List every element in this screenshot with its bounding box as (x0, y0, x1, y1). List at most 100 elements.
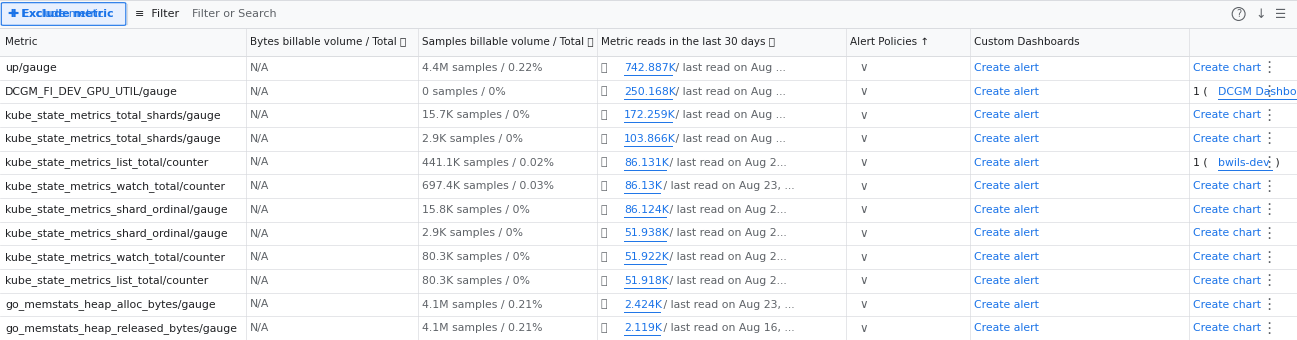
Text: 250.168K: 250.168K (624, 86, 676, 97)
Bar (0, 316, 1297, 340)
Text: / last read on Aug 2...: / last read on Aug 2... (667, 157, 787, 168)
Text: Create alert: Create alert (974, 134, 1039, 144)
Text: Bytes billable volume / Total ⓘ: Bytes billable volume / Total ⓘ (250, 37, 406, 47)
Text: / last read on Aug 2...: / last read on Aug 2... (667, 205, 787, 215)
Text: ⓘ: ⓘ (601, 323, 607, 333)
Text: 441.1K samples / 0.02%: 441.1K samples / 0.02% (422, 157, 554, 168)
Text: Create chart: Create chart (1193, 63, 1261, 73)
Text: go_memstats_heap_released_bytes/gauge: go_memstats_heap_released_bytes/gauge (5, 323, 237, 334)
Text: ?: ? (1236, 9, 1241, 19)
Text: 4.4M samples / 0.22%: 4.4M samples / 0.22% (422, 63, 542, 73)
Text: 51.938K: 51.938K (624, 228, 669, 238)
Text: ⋮: ⋮ (1261, 226, 1276, 241)
Bar (0, 103, 1297, 127)
Text: 86.13K: 86.13K (624, 181, 661, 191)
Text: N/A: N/A (250, 276, 270, 286)
Text: ∨: ∨ (860, 132, 869, 145)
Text: N/A: N/A (250, 86, 270, 97)
Text: / last read on Aug 23, ...: / last read on Aug 23, ... (660, 300, 795, 309)
Bar (0, 174, 1297, 198)
Text: Alert Policies ↑: Alert Policies ↑ (850, 37, 929, 47)
Bar (0, 269, 1297, 293)
Text: Create chart: Create chart (1193, 276, 1261, 286)
Text: Create alert: Create alert (974, 300, 1039, 309)
Text: N/A: N/A (250, 157, 270, 168)
Text: DCGM_FI_DEV_GPU_UTIL/gauge: DCGM_FI_DEV_GPU_UTIL/gauge (5, 86, 178, 97)
Text: ∨: ∨ (860, 203, 869, 216)
Bar (0, 80, 1297, 103)
Text: / last read on Aug 2...: / last read on Aug 2... (667, 228, 787, 238)
Text: ): ) (1272, 157, 1280, 168)
Text: Create alert: Create alert (974, 181, 1039, 191)
Text: Create chart: Create chart (1193, 323, 1261, 333)
Text: 2.9K samples / 0%: 2.9K samples / 0% (422, 134, 523, 144)
Text: Create alert: Create alert (974, 205, 1039, 215)
Text: Metric: Metric (5, 37, 38, 47)
Text: Create alert: Create alert (974, 276, 1039, 286)
Text: Create chart: Create chart (1193, 134, 1261, 144)
Text: 2.119K: 2.119K (624, 323, 661, 333)
Text: / last read on Aug ...: / last read on Aug ... (672, 110, 786, 120)
Text: Create alert: Create alert (974, 110, 1039, 120)
Text: go_memstats_heap_alloc_bytes/gauge: go_memstats_heap_alloc_bytes/gauge (5, 299, 215, 310)
Text: ⓘ: ⓘ (601, 134, 607, 144)
Text: N/A: N/A (250, 323, 270, 333)
Text: Create chart: Create chart (1193, 300, 1261, 309)
Bar (0, 222, 1297, 245)
Text: ∨: ∨ (860, 322, 869, 335)
Text: ⓘ: ⓘ (601, 181, 607, 191)
Text: 103.866K: 103.866K (624, 134, 676, 144)
Text: N/A: N/A (250, 228, 270, 238)
Text: ∨: ∨ (860, 85, 869, 98)
Text: N/A: N/A (250, 300, 270, 309)
Text: Custom Dashboards: Custom Dashboards (974, 37, 1079, 47)
Text: 86.131K: 86.131K (624, 157, 669, 168)
Text: ⓘ: ⓘ (601, 228, 607, 238)
Text: 51.922K: 51.922K (624, 252, 669, 262)
Bar (0, 198, 1297, 222)
Text: Create chart: Create chart (1193, 181, 1261, 191)
Text: ≡  Filter: ≡ Filter (135, 9, 179, 19)
Text: bwils-dev: bwils-dev (1218, 157, 1268, 168)
Text: ∨: ∨ (860, 109, 869, 122)
Text: 15.8K samples / 0%: 15.8K samples / 0% (422, 205, 529, 215)
Text: 742.887K: 742.887K (624, 63, 676, 73)
Text: Create alert: Create alert (974, 63, 1039, 73)
Bar (0, 127, 1297, 151)
Text: / last read on Aug 2...: / last read on Aug 2... (667, 276, 787, 286)
Text: ⋮: ⋮ (1261, 273, 1276, 288)
Text: kube_state_metrics_watch_total/counter: kube_state_metrics_watch_total/counter (5, 252, 226, 262)
Text: 697.4K samples / 0.03%: 697.4K samples / 0.03% (422, 181, 554, 191)
FancyBboxPatch shape (1, 3, 126, 25)
Text: ✚ Exclude metric: ✚ Exclude metric (10, 9, 104, 19)
Text: / last read on Aug 23, ...: / last read on Aug 23, ... (660, 181, 795, 191)
Text: Metric reads in the last 30 days ⓘ: Metric reads in the last 30 days ⓘ (601, 37, 774, 47)
Text: ⓘ: ⓘ (601, 86, 607, 97)
Text: ∨: ∨ (860, 274, 869, 287)
Bar (0, 56, 1297, 80)
Text: / last read on Aug 2...: / last read on Aug 2... (667, 252, 787, 262)
Text: Create alert: Create alert (974, 252, 1039, 262)
Text: N/A: N/A (250, 63, 270, 73)
Text: / last read on Aug ...: / last read on Aug ... (672, 86, 786, 97)
Text: 2.424K: 2.424K (624, 300, 661, 309)
Text: 2.9K samples / 0%: 2.9K samples / 0% (422, 228, 523, 238)
Text: / last read on Aug ...: / last read on Aug ... (672, 134, 786, 144)
Text: Create chart: Create chart (1193, 252, 1261, 262)
Text: ∨: ∨ (860, 61, 869, 74)
Text: 1 (: 1 ( (1193, 157, 1211, 168)
Text: Create chart: Create chart (1193, 110, 1261, 120)
Text: ⋮: ⋮ (1261, 250, 1276, 265)
Text: Create chart: Create chart (1193, 205, 1261, 215)
Text: ∨: ∨ (860, 227, 869, 240)
Text: ⓘ: ⓘ (601, 205, 607, 215)
Text: ⓘ: ⓘ (601, 276, 607, 286)
Text: N/A: N/A (250, 181, 270, 191)
Text: Create chart: Create chart (1193, 228, 1261, 238)
Text: Create alert: Create alert (974, 157, 1039, 168)
Text: ∨: ∨ (860, 180, 869, 193)
Bar (0, 0, 1297, 28)
Text: 80.3K samples / 0%: 80.3K samples / 0% (422, 276, 529, 286)
Text: ⓘ: ⓘ (601, 110, 607, 120)
Text: kube_state_metrics_shard_ordinal/gauge: kube_state_metrics_shard_ordinal/gauge (5, 228, 228, 239)
